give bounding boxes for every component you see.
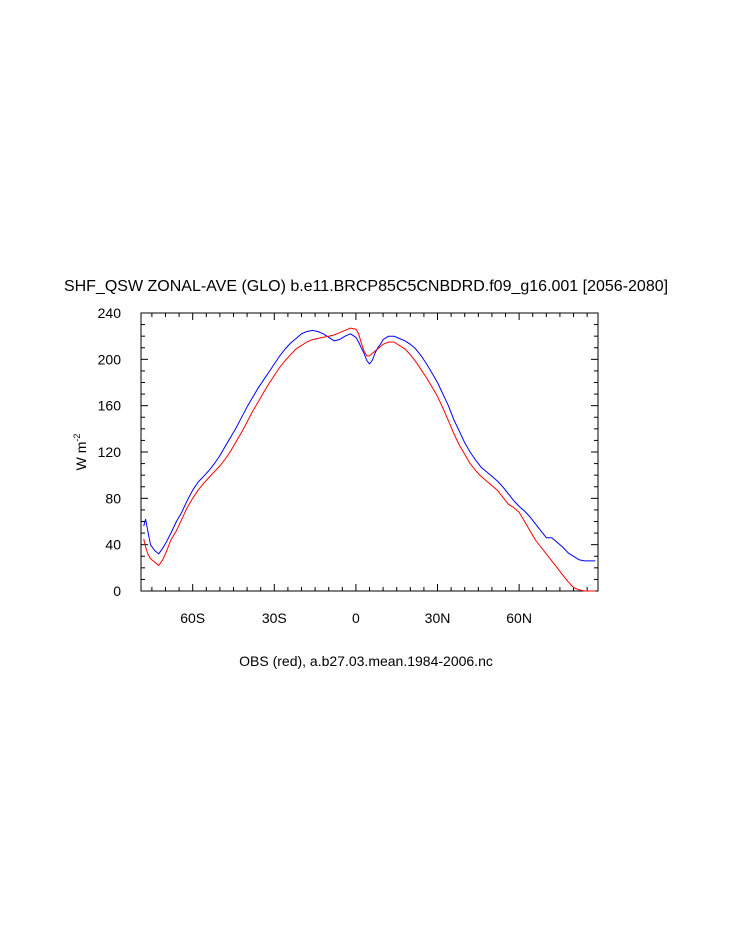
x-tick-label: 0 (352, 610, 360, 626)
series-line-2 (143, 327, 596, 592)
data-lines (143, 327, 596, 592)
series-line-1 (143, 329, 596, 562)
x-tick-label: 30N (425, 610, 451, 626)
x-tick-label: 30S (262, 610, 287, 626)
y-tick-label: 160 (98, 398, 122, 414)
y-tick-label: 80 (105, 490, 121, 506)
axis-ticks (141, 312, 598, 592)
y-tick-label: 240 (98, 305, 122, 321)
y-axis-label-base: W m (73, 442, 89, 471)
x-tick-labels: 60S 30S 0 30N 60N (180, 610, 532, 626)
y-tick-labels: 0 40 80 120 160 200 240 (98, 305, 122, 599)
x-tick-label: 60S (180, 610, 205, 626)
y-tick-label: 200 (98, 351, 122, 367)
chart-title: SHF_QSW ZONAL-AVE (GLO) b.e11.BRCP85C5CN… (64, 278, 668, 295)
x-axis-label: OBS (red), a.b27.03.mean.1984-2006.nc (239, 653, 493, 669)
y-tick-label: 40 (105, 537, 121, 553)
x-tick-label: 60N (506, 610, 532, 626)
y-tick-label: 120 (98, 444, 122, 460)
plot-area (140, 312, 599, 592)
y-axis-label: W m-2 (72, 434, 89, 471)
y-tick-label: 0 (113, 583, 121, 599)
y-axis-label-superscript: -2 (72, 434, 82, 442)
